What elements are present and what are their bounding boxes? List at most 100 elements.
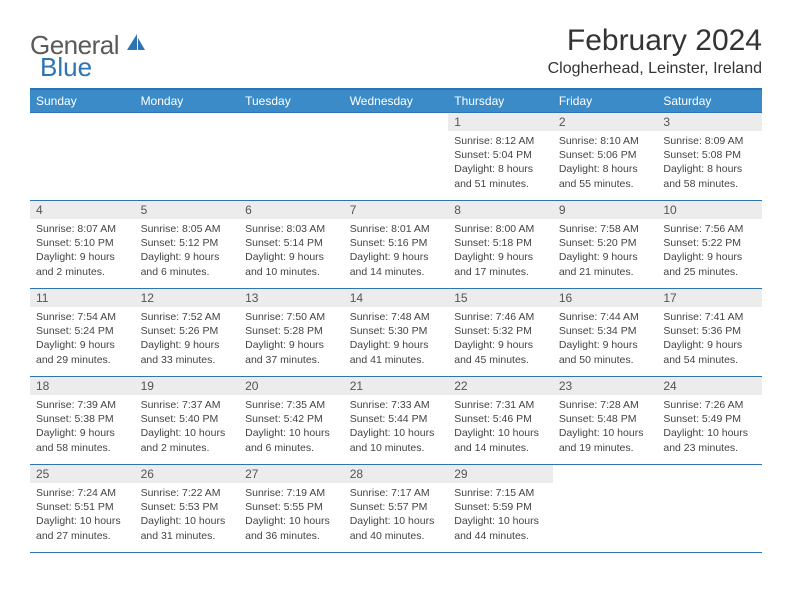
daylight-line: Daylight: 10 hours and 6 minutes. [245, 426, 338, 454]
sunrise-line: Sunrise: 7:46 AM [454, 310, 547, 324]
day-content: Sunrise: 7:24 AMSunset: 5:51 PMDaylight:… [30, 483, 135, 547]
calendar-cell: 24Sunrise: 7:26 AMSunset: 5:49 PMDayligh… [657, 377, 762, 465]
daylight-line: Daylight: 9 hours and 14 minutes. [350, 250, 443, 278]
sunrise-line: Sunrise: 7:54 AM [36, 310, 129, 324]
day-header: Monday [135, 89, 240, 113]
sunset-line: Sunset: 5:48 PM [559, 412, 652, 426]
day-number: 7 [344, 201, 449, 219]
day-number: 26 [135, 465, 240, 483]
sail-icon [125, 32, 147, 59]
sunrise-line: Sunrise: 7:17 AM [350, 486, 443, 500]
daylight-line: Daylight: 8 hours and 51 minutes. [454, 162, 547, 190]
daylight-line: Daylight: 10 hours and 14 minutes. [454, 426, 547, 454]
sunset-line: Sunset: 5:26 PM [141, 324, 234, 338]
title-block: February 2024 Clogherhead, Leinster, Ire… [548, 24, 762, 78]
day-number: 25 [30, 465, 135, 483]
day-header: Sunday [30, 89, 135, 113]
calendar-cell: 23 Sunrise: 7:28 AMSunset: 5:48 PMDayligh… [553, 377, 658, 465]
day-number: 15 [448, 289, 553, 307]
calendar-row: 11Sunrise: 7:54 AMSunset: 5:24 PMDayligh… [30, 289, 762, 377]
day-number: 21 [344, 377, 449, 395]
day-content: Sunrise: 8:01 AMSunset: 5:16 PMDaylight:… [344, 219, 449, 283]
day-number: 1 [448, 113, 553, 131]
calendar-cell: 14Sunrise: 7:48 AMSunset: 5:30 PMDayligh… [344, 289, 449, 377]
sunset-line: Sunset: 5:14 PM [245, 236, 338, 250]
calendar-cell: 6Sunrise: 8:03 AMSunset: 5:14 PMDaylight… [239, 201, 344, 289]
location: Clogherhead, Leinster, Ireland [548, 60, 762, 78]
sunset-line: Sunset: 5:32 PM [454, 324, 547, 338]
day-content: Sunrise: 8:09 AMSunset: 5:08 PMDaylight:… [657, 131, 762, 195]
daylight-line: Daylight: 8 hours and 58 minutes. [663, 162, 756, 190]
sunset-line: Sunset: 5:42 PM [245, 412, 338, 426]
calendar-cell: 10Sunrise: 7:56 AMSunset: 5:22 PMDayligh… [657, 201, 762, 289]
daylight-line: Daylight: 9 hours and 2 minutes. [36, 250, 129, 278]
logo-text-blue: Blue [40, 52, 92, 83]
calendar-row: 18Sunrise: 7:39 AMSunset: 5:38 PMDayligh… [30, 377, 762, 465]
day-content: Sunrise: 7:58 AMSunset: 5:20 PMDaylight:… [553, 219, 658, 283]
daylight-line: Daylight: 10 hours and 31 minutes. [141, 514, 234, 542]
sunrise-line: Sunrise: 7:28 AM [559, 398, 652, 412]
daylight-line: Daylight: 9 hours and 10 minutes. [245, 250, 338, 278]
calendar-cell: 15Sunrise: 7:46 AMSunset: 5:32 PMDayligh… [448, 289, 553, 377]
day-content: Sunrise: 8:03 AMSunset: 5:14 PMDaylight:… [239, 219, 344, 283]
day-content: Sunrise: 8:12 AMSunset: 5:04 PMDaylight:… [448, 131, 553, 195]
daylight-line: Daylight: 9 hours and 50 minutes. [559, 338, 652, 366]
sunrise-line: Sunrise: 8:12 AM [454, 134, 547, 148]
daylight-line: Daylight: 10 hours and 23 minutes. [663, 426, 756, 454]
sunset-line: Sunset: 5:06 PM [559, 148, 652, 162]
daylight-line: Daylight: 9 hours and 37 minutes. [245, 338, 338, 366]
sunset-line: Sunset: 5:18 PM [454, 236, 547, 250]
sunrise-line: Sunrise: 7:52 AM [141, 310, 234, 324]
daylight-line: Daylight: 9 hours and 21 minutes. [559, 250, 652, 278]
day-number: 8 [448, 201, 553, 219]
daylight-line: Daylight: 10 hours and 19 minutes. [559, 426, 652, 454]
calendar-cell: 11Sunrise: 7:54 AMSunset: 5:24 PMDayligh… [30, 289, 135, 377]
calendar-cell: 26Sunrise: 7:22 AMSunset: 5:53 PMDayligh… [135, 465, 240, 553]
calendar-row: 4Sunrise: 8:07 AMSunset: 5:10 PMDaylight… [30, 201, 762, 289]
calendar-cell: 8Sunrise: 8:00 AMSunset: 5:18 PMDaylight… [448, 201, 553, 289]
sunrise-line: Sunrise: 7:26 AM [663, 398, 756, 412]
calendar-cell: 5Sunrise: 8:05 AMSunset: 5:12 PMDaylight… [135, 201, 240, 289]
calendar-row: 25Sunrise: 7:24 AMSunset: 5:51 PMDayligh… [30, 465, 762, 553]
sunrise-line: Sunrise: 7:19 AM [245, 486, 338, 500]
sunrise-line: Sunrise: 8:03 AM [245, 222, 338, 236]
day-number: 16 [553, 289, 658, 307]
calendar-cell: .. [135, 113, 240, 201]
day-number: 2 [553, 113, 658, 131]
day-content: Sunrise: 7:37 AMSunset: 5:40 PMDaylight:… [135, 395, 240, 459]
header: General February 2024 Clogherhead, Leins… [30, 24, 762, 78]
day-number: 5 [135, 201, 240, 219]
day-content: Sunrise: 8:05 AMSunset: 5:12 PMDaylight:… [135, 219, 240, 283]
sunset-line: Sunset: 5:08 PM [663, 148, 756, 162]
sunrise-line: Sunrise: 7:31 AM [454, 398, 547, 412]
day-content: Sunrise: 7:44 AMSunset: 5:34 PMDaylight:… [553, 307, 658, 371]
sunrise-line: Sunrise: 7:58 AM [559, 222, 652, 236]
day-number: 19 [135, 377, 240, 395]
sunrise-line: Sunrise: 8:01 AM [350, 222, 443, 236]
day-content: Sunrise: 8:10 AMSunset: 5:06 PMDaylight:… [553, 131, 658, 195]
sunset-line: Sunset: 5:46 PM [454, 412, 547, 426]
day-header: Wednesday [344, 89, 449, 113]
sunrise-line: Sunrise: 7:35 AM [245, 398, 338, 412]
sunrise-line: Sunrise: 7:15 AM [454, 486, 547, 500]
day-content: Sunrise: 8:00 AMSunset: 5:18 PMDaylight:… [448, 219, 553, 283]
day-content: Sunrise: 7:35 AMSunset: 5:42 PMDaylight:… [239, 395, 344, 459]
day-content: Sunrise: 7:26 AMSunset: 5:49 PMDaylight:… [657, 395, 762, 459]
day-content: Sunrise: 7:22 AMSunset: 5:53 PMDaylight:… [135, 483, 240, 547]
daylight-line: Daylight: 10 hours and 40 minutes. [350, 514, 443, 542]
sunset-line: Sunset: 5:36 PM [663, 324, 756, 338]
day-content: Sunrise: 7:19 AMSunset: 5:55 PMDaylight:… [239, 483, 344, 547]
day-content: Sunrise: 7:33 AMSunset: 5:44 PMDaylight:… [344, 395, 449, 459]
day-number: 24 [657, 377, 762, 395]
calendar-cell: 7Sunrise: 8:01 AMSunset: 5:16 PMDaylight… [344, 201, 449, 289]
day-number: 23 [553, 377, 658, 395]
calendar-cell: .. [344, 113, 449, 201]
sunrise-line: Sunrise: 7:33 AM [350, 398, 443, 412]
sunset-line: Sunset: 5:40 PM [141, 412, 234, 426]
sunset-line: Sunset: 5:57 PM [350, 500, 443, 514]
calendar-cell: 28Sunrise: 7:17 AMSunset: 5:57 PMDayligh… [344, 465, 449, 553]
sunrise-line: Sunrise: 7:48 AM [350, 310, 443, 324]
calendar-cell: 1Sunrise: 8:12 AMSunset: 5:04 PMDaylight… [448, 113, 553, 201]
month-title: February 2024 [548, 24, 762, 58]
sunset-line: Sunset: 5:53 PM [141, 500, 234, 514]
